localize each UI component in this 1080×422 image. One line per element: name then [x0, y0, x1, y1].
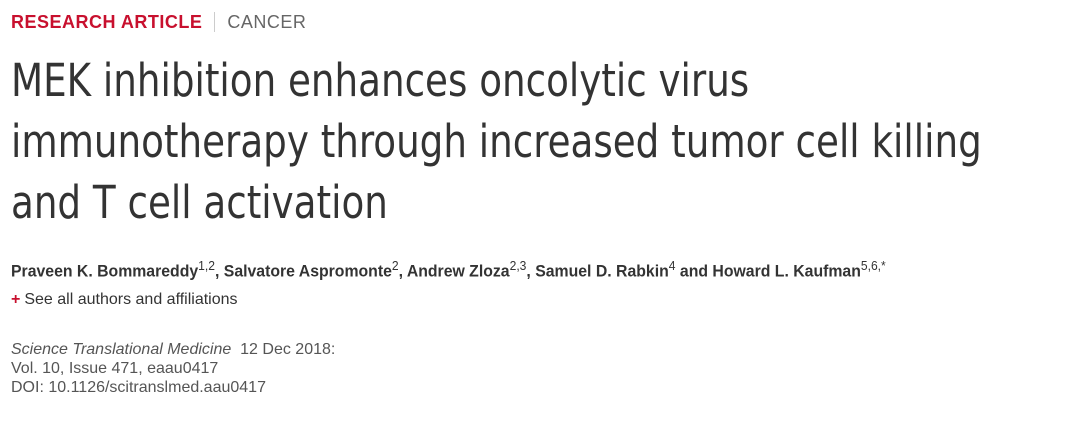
author-name[interactable]: Salvatore Aspromonte: [223, 261, 392, 281]
citation: Science Translational Medicine 12 Dec 20…: [11, 340, 335, 397]
author-name[interactable]: Praveen K. Bommareddy: [11, 261, 199, 281]
author-affiliation: 2: [391, 258, 399, 273]
author-affiliation: 2,3: [509, 258, 527, 273]
author-name[interactable]: Howard L. Kaufman: [712, 261, 861, 281]
author-separator: ,: [398, 261, 404, 281]
author-name[interactable]: Andrew Zloza: [406, 261, 510, 281]
author-name[interactable]: Samuel D. Rabkin: [535, 261, 669, 281]
authors: Praveen K. Bommareddy1,2, Salvatore Aspr…: [11, 258, 886, 282]
link-text: See all authors and affiliations: [24, 291, 238, 308]
date: 12 Dec 2018:: [240, 341, 336, 358]
volume: Vol. 10, Issue 471, eaau0417: [11, 360, 219, 377]
author-affiliation: 1,2: [198, 258, 215, 273]
author-separator: ,: [214, 261, 220, 281]
article-type: RESEARCH ARTICLE: [11, 12, 203, 32]
affiliations-link[interactable]: + See all authors and affiliations: [11, 291, 238, 309]
doi: DOI: 10.1126/scitranslmed.aau0417: [11, 379, 266, 396]
section[interactable]: CANCER: [227, 12, 307, 32]
author-affiliation: 4: [668, 258, 676, 273]
plus-icon: +: [11, 291, 21, 308]
title: MEK inhibition enhances oncolytic virus …: [11, 54, 982, 229]
author-separator: and: [679, 261, 709, 281]
author-affiliation: 5,6,*: [860, 258, 886, 273]
header: RESEARCH ARTICLE CANCER: [11, 12, 306, 33]
divider: [214, 12, 216, 32]
author-separator: ,: [526, 261, 531, 281]
journal: Science Translational Medicine: [11, 341, 232, 358]
